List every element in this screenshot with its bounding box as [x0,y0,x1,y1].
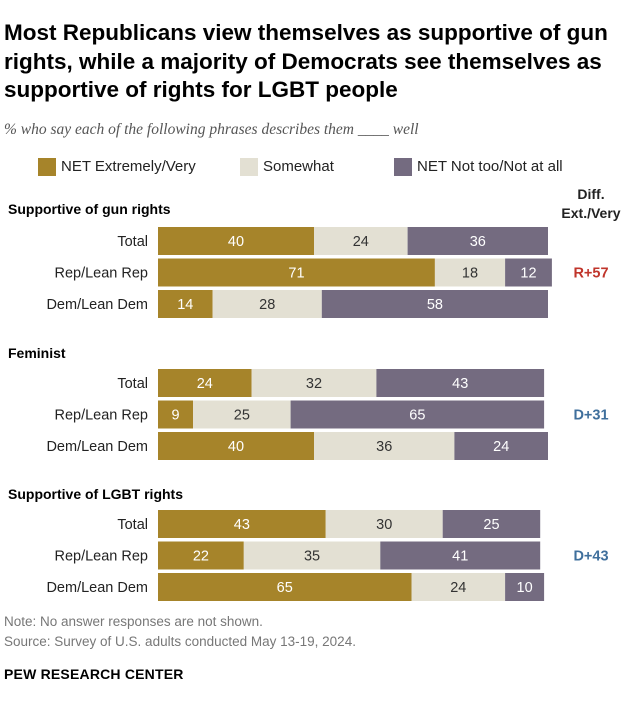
row-label: Total [117,234,148,250]
bar-value-label: 28 [259,297,275,313]
bar-value-label: 24 [353,234,369,250]
group-title: Supportive of LGBT rights [8,486,183,502]
legend-swatch-extremely [38,158,56,176]
bar-segment-extremely [158,510,326,538]
bar-segment-somewhat [193,400,291,429]
bar-value-label: 36 [470,234,486,250]
group-title: Supportive of gun rights [8,201,171,217]
row-label: Total [117,376,148,392]
bar-value-label: 22 [193,549,209,565]
bar-value-label: 40 [228,234,244,250]
bar-value-label: 43 [234,517,250,533]
bar-value-label: 58 [427,297,443,313]
bar-value-label: 10 [517,580,533,596]
bar-segment-not [407,227,548,255]
bar-segment-somewhat [314,227,408,255]
bar-segment-not [454,432,548,460]
row-label: Total [117,517,148,533]
row-label: Rep/Lean Rep [54,266,148,282]
bar-value-label: 71 [288,266,304,282]
bar-segment-somewhat [411,573,506,601]
chart-title: Most Republicans view themselves as supp… [4,20,608,102]
bar-segment-somewhat [212,290,322,318]
bar-value-label: 30 [376,517,392,533]
note: Note: No answer responses are not shown. [4,614,263,629]
chart-subtitle: % who say each of the following phrases … [4,121,419,138]
legend-label-somewhat: Somewhat [263,158,334,175]
row-label: Rep/Lean Rep [54,408,148,424]
bar-segment-not [376,369,545,397]
bar-value-label: 24 [493,439,509,455]
bar-segment-not [290,400,545,429]
legend-label-extremely: NET Extremely/Very [61,158,196,175]
bar-value-label: 9 [172,408,180,424]
legend-swatch-not [394,158,412,176]
group-title: Feminist [8,345,66,361]
bar-segment-extremely [158,258,435,287]
bar-segment-extremely [158,400,194,429]
bar-segment-not [505,573,545,601]
legend-label-not: NET Not too/Not at all [417,158,563,175]
bar-segment-somewhat [251,369,377,397]
bar-value-label: 14 [177,297,193,313]
row-label: Rep/Lean Rep [54,549,148,565]
bar-value-label: 65 [409,408,425,424]
bar-value-label: 25 [234,408,250,424]
bar-segment-somewhat [314,432,455,460]
brand: PEW RESEARCH CENTER [4,666,184,682]
bar-segment-not [505,258,552,287]
row-label: Dem/Lean Dem [46,580,148,596]
bar-value-label: 43 [452,376,468,392]
bar-segment-extremely [158,573,412,601]
bar-value-label: 35 [304,549,320,565]
bar-value-label: 36 [376,439,392,455]
bar-value-label: 32 [306,376,322,392]
bar-value-label: 18 [462,266,478,282]
bar-segment-somewhat [325,510,443,538]
bar-segment-somewhat [434,258,506,287]
bar-segment-not [442,510,541,538]
diff-value: D+43 [573,549,608,565]
bar-value-label: 41 [452,549,468,565]
source: Source: Survey of U.S. adults conducted … [4,634,356,649]
bar-value-label: 40 [228,439,244,455]
bar-value-label: 12 [520,266,536,282]
bar-segment-extremely [158,290,213,318]
bar-value-label: 24 [197,376,213,392]
row-label: Dem/Lean Dem [46,439,148,455]
diff-value: D+31 [573,408,608,424]
bar-value-label: 25 [483,517,499,533]
bar-value-label: 65 [277,580,293,596]
bar-segment-not [380,541,541,570]
bar-segment-extremely [158,432,314,460]
bar-segment-somewhat [243,541,381,570]
diff-header: Diff. Ext./Very [561,186,621,221]
bar-value-label: 24 [450,580,466,596]
legend-swatch-somewhat [240,158,258,176]
bar-segment-not [321,290,548,318]
bar-segment-extremely [158,541,244,570]
bar-segment-extremely [158,227,314,255]
diff-value: R+57 [573,266,608,282]
bar-segment-extremely [158,369,252,397]
row-label: Dem/Lean Dem [46,297,148,313]
